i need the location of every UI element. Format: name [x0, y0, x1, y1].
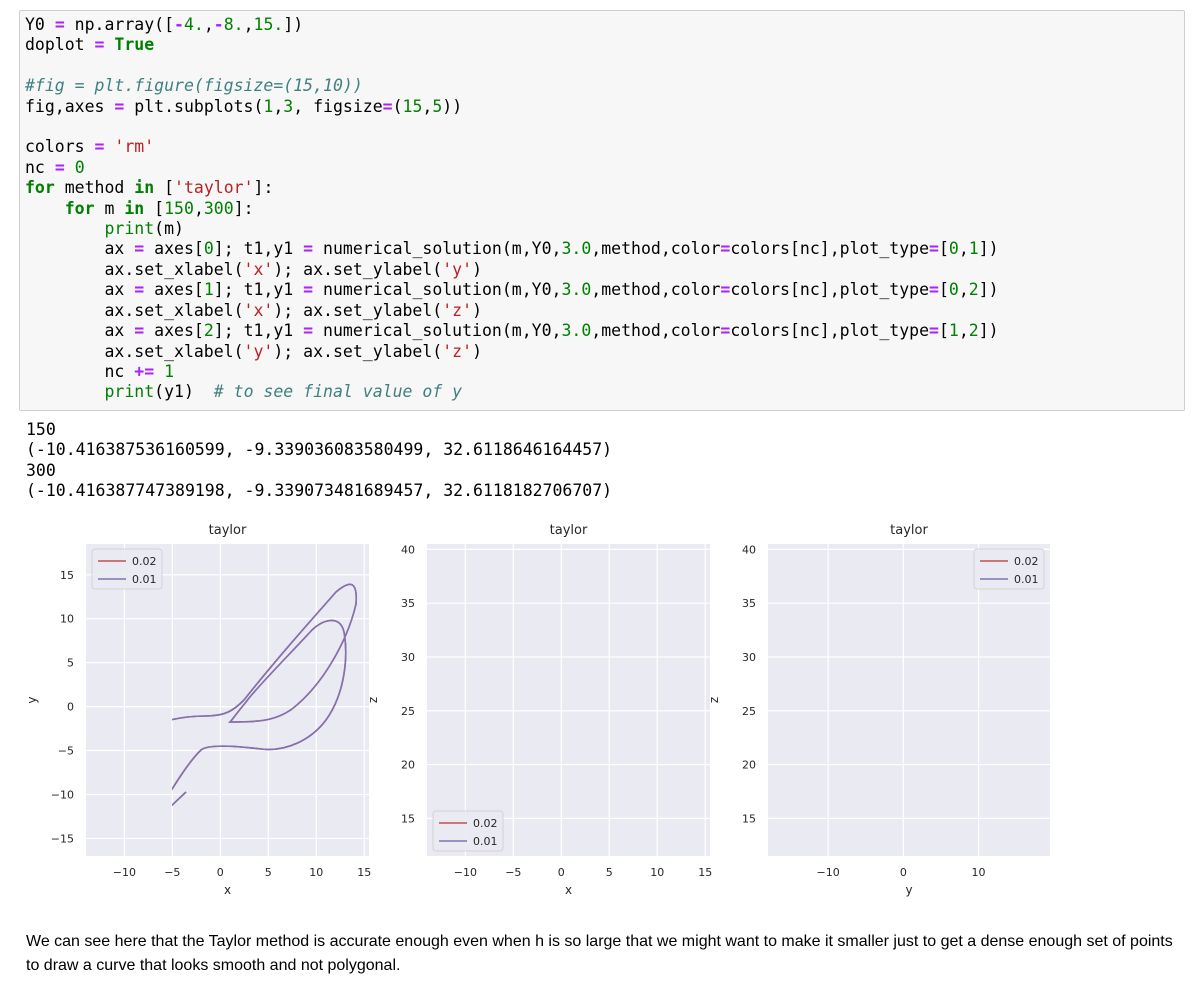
y-tick-label: −15 [51, 832, 74, 845]
code-line: print(m) [104, 219, 184, 239]
y-tick-label: 20 [742, 759, 756, 772]
y-tick-label: 15 [60, 569, 74, 582]
code-line: ax.set_xlabel('x'); ax.set_ylabel('y') [25, 259, 482, 279]
y-tick-label: 35 [742, 597, 756, 610]
y-tick-label: 15 [742, 812, 756, 825]
subplot-2: −10 −5 0 5 10 15 40 35 30 25 20 15 taylor x z 0.02 0.01 [366, 523, 712, 897]
code-line: ax = axes[1]; t1,y1 = numerical_solution… [25, 280, 999, 300]
plot-output: −10 −5 0 5 10 15 15 10 5 0 −5 −10 −15 taylor x y 0.02 0.0… [0, 512, 1197, 907]
x-tick-label: 0 [558, 866, 565, 879]
x-tick-label: 5 [606, 866, 613, 879]
code-line: fig,axes = plt.subplots(1,3, figsize=(15… [25, 96, 463, 116]
y-tick-label: 25 [401, 705, 415, 718]
y-tick-label: 15 [401, 812, 415, 825]
x-tick-label: 5 [265, 866, 272, 879]
plot-area [768, 544, 1050, 856]
subplot-3: −10 0 10 40 35 30 25 20 15 taylor y z 0.02 0.01 [707, 523, 1050, 897]
code-line: for m in [150,300]: [64, 198, 254, 218]
y-tick-label: 5 [67, 657, 74, 670]
markdown-text: We can see here that the Taylor method i… [26, 933, 1173, 974]
code-line: nc += 1 [25, 361, 175, 381]
y-tick-label: 35 [401, 597, 415, 610]
y-tick-label: 25 [742, 705, 756, 718]
legend: 0.02 0.01 [973, 548, 1045, 590]
y-tick-label: 40 [742, 543, 756, 556]
x-tick-label: 15 [357, 866, 371, 879]
output-line: 150 [26, 420, 56, 439]
subplot-title: taylor [550, 523, 588, 538]
output-line: (-10.416387536160599, -9.339036083580499… [26, 440, 613, 460]
legend-entry: 0.01 [473, 835, 498, 848]
x-tick-label: 15 [698, 866, 712, 879]
x-tick-label: −5 [505, 866, 521, 879]
code-line: ax.set_xlabel('y'); ax.set_ylabel('z') [25, 341, 482, 361]
legend: 0.02 0.01 [91, 548, 163, 590]
y-tick-label: 0 [67, 701, 74, 714]
subplot-title: taylor [209, 523, 247, 538]
x-tick-label: −10 [454, 866, 477, 879]
code-line: ax.set_xlabel('x'); ax.set_ylabel('z') [25, 300, 482, 320]
subplot-1: −10 −5 0 5 10 15151050−5−10−15taylorxy0.020.0… [25, 523, 371, 897]
output-line: 300 [26, 460, 56, 480]
y-tick-label: 20 [401, 759, 415, 772]
legend-entry: 0.01 [132, 573, 157, 586]
legend: 0.02 0.01 [432, 810, 504, 852]
code-line: Y0 = np.array([-4.,-8.,15.]) [25, 15, 304, 34]
y-tick-label: 30 [742, 651, 756, 664]
x-tick-label: −10 [817, 866, 840, 879]
plot-area [427, 544, 710, 856]
y-tick-label: −10 [51, 788, 74, 801]
y-tick-label: 10 [60, 613, 74, 626]
legend-entry: 0.01 [1014, 573, 1039, 586]
code-line: ax = axes[0]; t1,y1 = numerical_solution… [25, 239, 999, 259]
x-tick-label: 0 [217, 866, 224, 879]
x-axis-label: y [905, 883, 912, 897]
code-line: for method in ['taylor']: [25, 178, 274, 198]
output-line: (-10.416387747389198, -9.339073481689457… [26, 481, 613, 501]
code-line: print(y1) # to see final value of y [104, 382, 463, 402]
x-tick-label: 10 [972, 866, 986, 879]
code-line: ax = axes[2]; t1,y1 = numerical_solution… [25, 321, 999, 341]
x-axis-label: x [224, 883, 231, 897]
markdown-cell: We can see here that the Taylor method i… [26, 930, 1186, 978]
legend-entry: 0.02 [1014, 555, 1039, 568]
x-tick-label: −5 [164, 866, 180, 879]
y-axis-label: z [707, 697, 721, 703]
y-axis-label: y [25, 696, 39, 703]
cell-output: 150 (-10.416387536160599, -9.33903608358… [26, 420, 612, 502]
x-tick-label: 10 [650, 866, 664, 879]
y-tick-label: −5 [58, 745, 74, 758]
x-tick-label: −10 [113, 866, 136, 879]
code-cell[interactable]: Y0 = np.array([-4.,-8.,15.]) doplot = Tr… [19, 10, 1185, 411]
series-line-0.01 [172, 583, 358, 807]
legend-entry: 0.02 [473, 817, 498, 830]
x-axis-label: x [565, 883, 572, 897]
code-line: colors = 'rm' [25, 137, 155, 157]
subplots-figure: −10 −5 0 5 10 15151050−5−10−15taylorxy0.020.0… [25, 523, 1050, 897]
subplot-title: taylor [890, 523, 928, 538]
legend-entry: 0.02 [132, 555, 157, 568]
code-line: doplot = True [25, 35, 155, 55]
code-line: nc = 0 [25, 157, 85, 177]
code-input[interactable]: Y0 = np.array([-4.,-8.,15.]) doplot = Tr… [25, 15, 999, 403]
x-tick-label: 10 [309, 866, 323, 879]
plot-area [86, 544, 369, 856]
y-tick-label: 40 [401, 543, 415, 556]
y-axis-label: z [366, 697, 380, 703]
y-tick-label: 30 [401, 651, 415, 664]
code-line: #fig = plt.figure(figsize=(15,10)) [25, 76, 363, 96]
x-tick-label: 0 [900, 866, 907, 879]
